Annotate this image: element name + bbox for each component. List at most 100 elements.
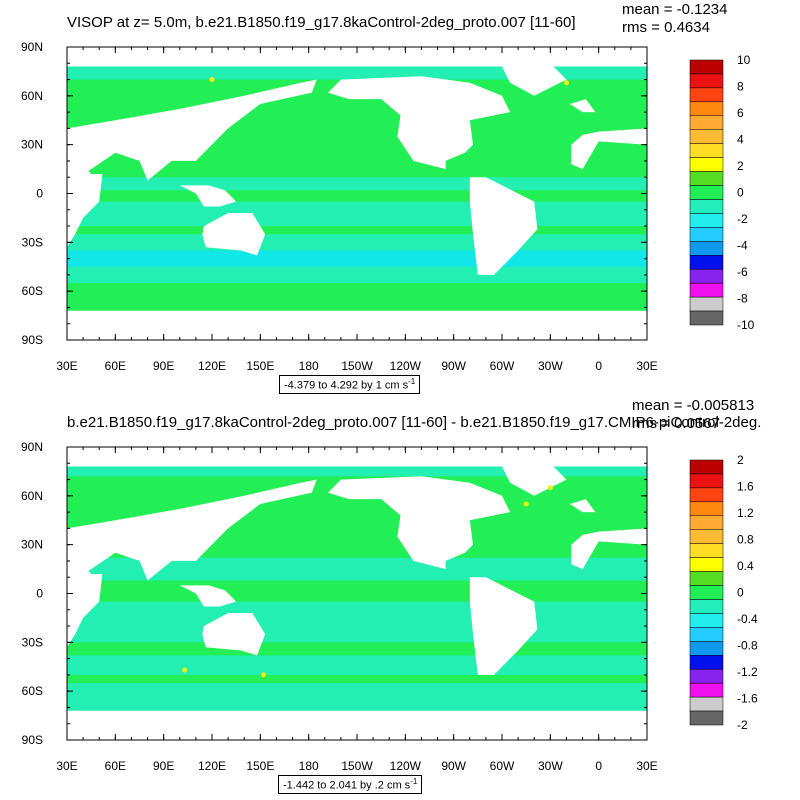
x-tick-label: 150W <box>341 359 373 373</box>
colorbar-swatch <box>689 213 724 228</box>
stat-mean: mean = -0.005813 <box>632 397 755 414</box>
y-tick-label: 60S <box>22 284 43 298</box>
land-mask <box>328 76 511 170</box>
x-tick-label: 150W <box>341 759 373 773</box>
x-tick-label: 90E <box>153 759 174 773</box>
plot-panel-top: VISOP at z= 5.0m, b.e21.B1850.f19_g17.8k… <box>21 1 755 394</box>
land-mask <box>469 177 538 275</box>
colorbar-swatch <box>689 171 724 186</box>
colorbar-swatch <box>689 696 724 712</box>
land-mask <box>202 613 266 656</box>
colorbar-label: -0.8 <box>737 639 758 653</box>
ocean-band <box>67 250 647 267</box>
colorbar-label: -2 <box>737 718 748 732</box>
colorbar-swatch <box>689 185 724 200</box>
y-tick-label: 90S <box>22 333 43 347</box>
land-mask <box>469 577 538 675</box>
colorbar-swatch <box>689 543 724 558</box>
land-mask <box>67 144 103 248</box>
x-tick-label: 150E <box>246 359 274 373</box>
colorbar-swatch <box>689 515 724 530</box>
colorbar-swatch <box>689 529 724 544</box>
positive-anomaly-mark <box>182 667 188 673</box>
colorbar-swatch <box>689 710 724 726</box>
ocean-band <box>67 177 647 191</box>
plot-title: VISOP at z= 5.0m, b.e21.B1850.f19_g17.8k… <box>67 14 576 31</box>
x-tick-label: 180 <box>299 759 319 773</box>
land-mask <box>67 544 103 648</box>
ocean-band <box>67 66 647 80</box>
colorbar-swatch <box>689 129 724 144</box>
colorbar-swatch <box>689 682 724 698</box>
x-tick-label: 60W <box>490 759 515 773</box>
land-mask <box>571 528 647 570</box>
range-exponent: -1 <box>408 377 416 386</box>
x-tick-label: 90E <box>153 359 174 373</box>
land-mask <box>569 499 596 513</box>
x-tick-label: 30W <box>538 359 563 373</box>
x-tick-label: 180 <box>299 359 319 373</box>
colorbar-swatch <box>689 585 724 600</box>
colorbar-label: 6 <box>737 106 744 120</box>
y-tick-label: 90N <box>21 440 43 454</box>
colorbar-swatch <box>689 241 724 256</box>
y-tick-label: 30S <box>22 235 43 249</box>
x-tick-label: 90W <box>441 359 466 373</box>
colorbar-label: 10 <box>737 53 751 67</box>
x-tick-label: 60E <box>105 359 126 373</box>
colorbar-swatch <box>689 501 724 517</box>
x-tick-label: 90W <box>441 759 466 773</box>
colorbar-swatch <box>689 599 724 614</box>
x-tick-label: 30E <box>56 359 77 373</box>
colorbar-swatch <box>689 101 724 117</box>
range-label: -4.379 to 4.292 by 1 cm s-1 <box>279 375 421 394</box>
colorbar-label: -8 <box>737 292 748 306</box>
colorbar-label: -6 <box>737 265 748 279</box>
colorbar-swatch <box>689 87 724 103</box>
colorbar-swatch <box>689 557 724 572</box>
x-tick-label: 120W <box>390 759 422 773</box>
x-tick-label: 120E <box>198 359 226 373</box>
x-tick-label: 60E <box>105 759 126 773</box>
colorbar-swatch <box>689 613 724 628</box>
land-mask <box>67 79 317 181</box>
colorbar-label: 1.6 <box>737 480 754 494</box>
y-tick-label: 30N <box>21 538 43 552</box>
x-tick-label: 120W <box>390 359 422 373</box>
colorbar-swatch <box>689 227 724 242</box>
x-tick-label: 150E <box>246 759 274 773</box>
colorbar-swatch <box>689 157 724 172</box>
x-tick-label: 30W <box>538 759 563 773</box>
y-tick-label: 90N <box>21 40 43 54</box>
colorbar-swatch <box>689 627 724 642</box>
positive-anomaly-mark <box>547 485 553 491</box>
ocean-band <box>67 683 647 711</box>
positive-anomaly-mark <box>209 77 215 83</box>
colorbar-swatch <box>689 641 724 656</box>
map-plot: 30E 60E 90E 120E 150E 180 150W 120W 90W 60W 30W 0 30… <box>21 40 755 373</box>
positive-anomaly-mark <box>523 501 529 507</box>
x-tick-label: 120E <box>198 759 226 773</box>
x-tick-label: 30E <box>636 359 657 373</box>
colorbar-swatch <box>689 59 724 75</box>
range-text: -1.442 to 2.041 by .2 cm s <box>283 779 411 792</box>
colorbar-label: -1.2 <box>737 665 758 679</box>
land-mask <box>67 479 317 581</box>
colorbar-swatch <box>689 655 724 670</box>
x-tick-label: 30E <box>56 759 77 773</box>
colorbar-swatch <box>689 296 724 312</box>
positive-anomaly-mark <box>261 672 267 678</box>
ocean-band <box>67 201 647 227</box>
ocean-band <box>67 466 647 477</box>
land-mask <box>179 585 237 607</box>
map-field <box>67 463 647 740</box>
colorbar-label: 0 <box>737 186 744 200</box>
colorbar-swatch <box>689 268 724 284</box>
colorbar-label: -0.4 <box>737 612 758 626</box>
ocean-band <box>67 557 647 581</box>
colorbar-label: 2 <box>737 159 744 173</box>
colorbar-label: -10 <box>737 318 755 332</box>
land-mask <box>179 185 237 207</box>
range-label: -1.442 to 2.041 by .2 cm s-1 <box>278 775 423 794</box>
colorbar-label: 0.4 <box>737 559 754 573</box>
